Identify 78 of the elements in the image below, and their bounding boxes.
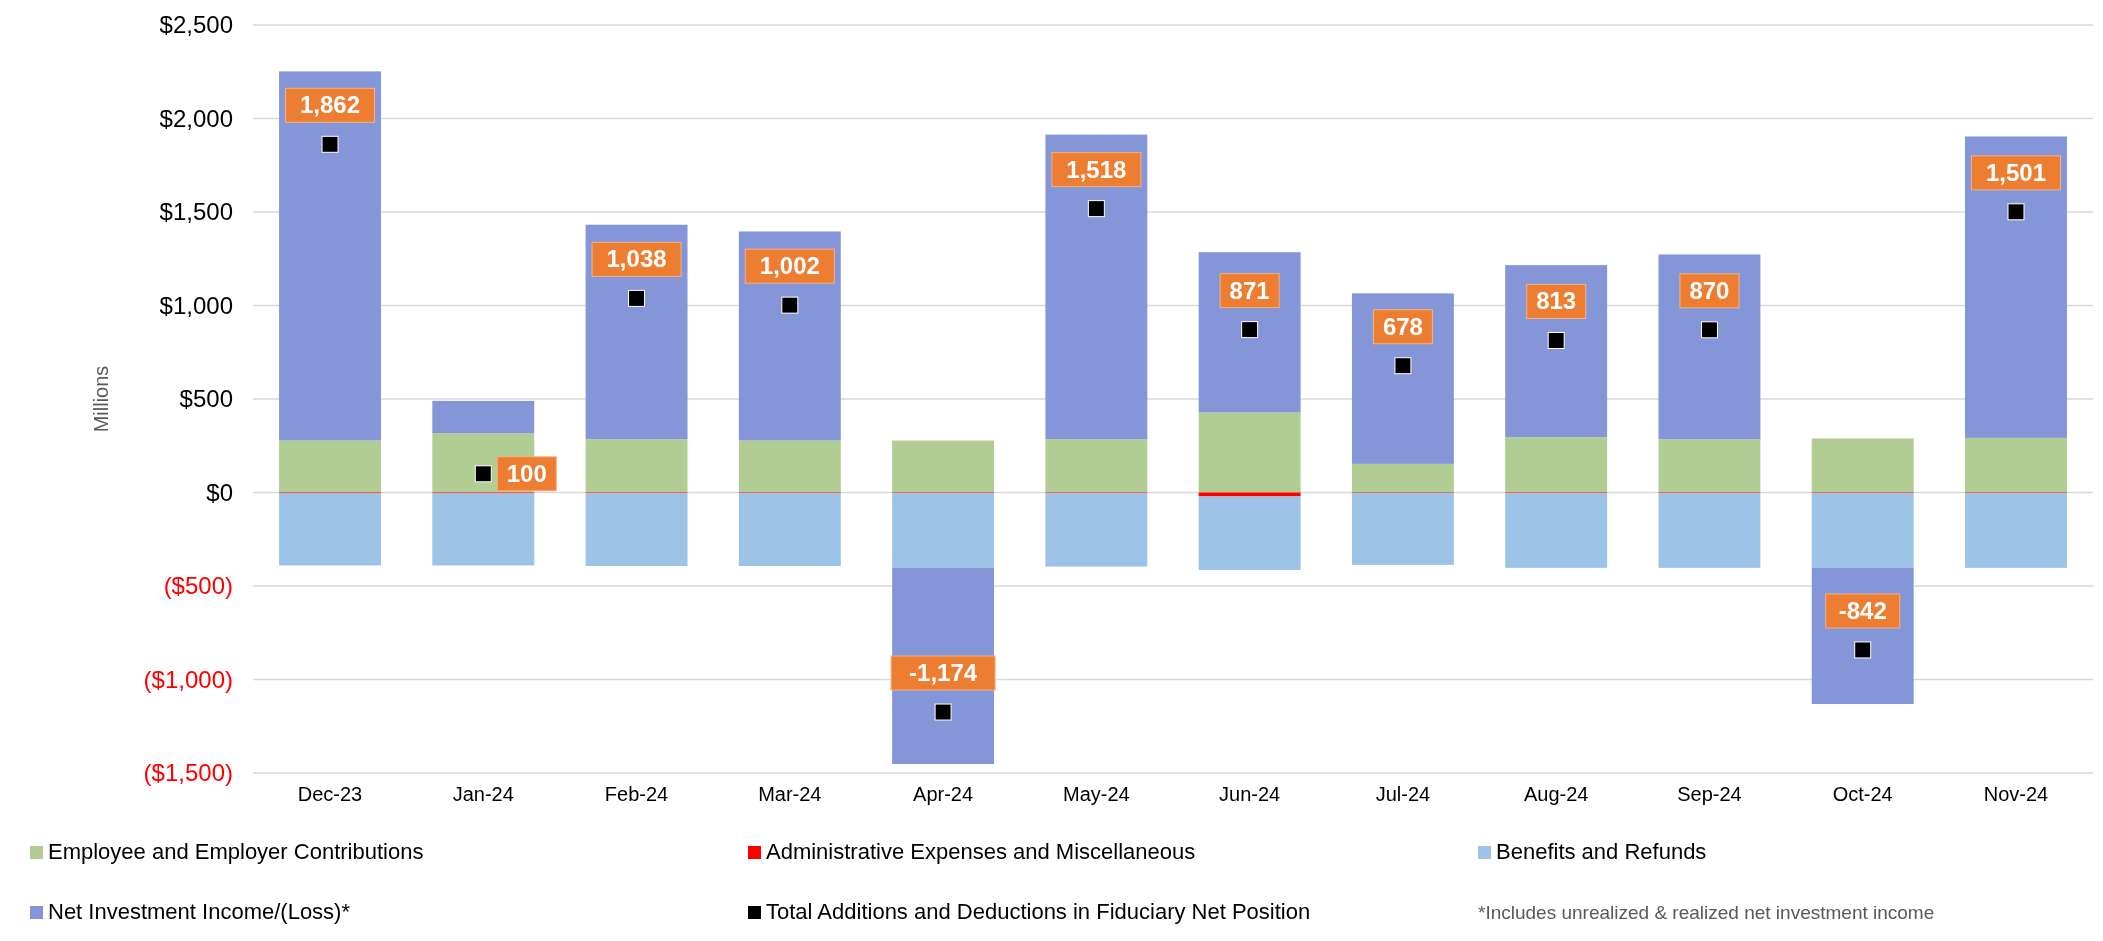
point <box>1547 331 1565 349</box>
bar <box>432 400 535 434</box>
x-tick-label: Sep-24 <box>1677 783 1742 805</box>
data-label: 813 <box>1536 287 1577 315</box>
y-tick-label: ($500) <box>163 572 233 600</box>
point <box>1854 641 1872 659</box>
x-tick-label: Oct-24 <box>1832 783 1893 805</box>
y-tick-label: $2,000 <box>159 104 233 132</box>
bar <box>432 493 535 566</box>
y-axis-title: Millions <box>90 365 112 433</box>
bar <box>279 71 381 441</box>
x-tick-label: Jun-24 <box>1219 783 1281 805</box>
bar <box>1198 496 1301 570</box>
bar <box>585 493 688 566</box>
bar <box>585 439 688 493</box>
bar <box>1811 438 1914 493</box>
y-tick-label: ($1,500) <box>143 759 233 787</box>
data-label: 1,862 <box>299 91 361 119</box>
data-label: 870 <box>1689 276 1730 304</box>
x-tick-label: Nov-24 <box>1983 783 2049 805</box>
point <box>1087 200 1105 218</box>
x-tick-label: Aug-24 <box>1523 783 1589 805</box>
data-label: 100 <box>506 459 547 487</box>
bar <box>1045 134 1148 440</box>
x-tick-label: Feb-24 <box>604 783 669 805</box>
point <box>321 135 339 153</box>
bar <box>1045 439 1148 493</box>
legend-label: Administrative Expenses and Miscellaneous <box>766 839 1196 864</box>
data-label: 871 <box>1229 276 1270 304</box>
x-tick-label: Mar-24 <box>758 783 822 805</box>
legend-label: Benefits and Refunds <box>1496 839 1707 864</box>
point <box>1241 321 1259 339</box>
bar <box>1658 439 1761 493</box>
y-tick-label: $500 <box>179 385 233 413</box>
bar <box>1198 412 1301 493</box>
legend-label: Employee and Employer Contributions <box>48 839 424 864</box>
bar <box>1351 492 1454 565</box>
legend-label: Total Additions and Deductions in Fiduciary Net Position <box>766 899 1311 924</box>
x-tick-label: Apr-24 <box>913 783 974 805</box>
text: *Includes unrealized & realized net investment income <box>1478 902 1935 923</box>
point <box>781 296 799 314</box>
point <box>474 465 492 483</box>
bar <box>1965 493 2067 568</box>
y-tick-label: $0 <box>206 478 233 506</box>
x-tick-label: Jul-24 <box>1375 783 1431 805</box>
bar <box>892 440 995 493</box>
bar <box>1658 493 1761 568</box>
point <box>934 703 952 721</box>
bar <box>279 493 381 566</box>
bar <box>738 493 841 566</box>
x-tick-label: Dec-23 <box>297 783 363 805</box>
legend-label: Net Investment Income/(Loss)* <box>48 899 351 924</box>
point <box>1700 321 1718 339</box>
data-label: -1,174 <box>909 659 978 687</box>
point <box>2007 203 2025 221</box>
data-label: 1,518 <box>1066 155 1127 183</box>
bar <box>1505 493 1608 568</box>
point <box>1394 357 1412 375</box>
point <box>628 289 646 307</box>
data-label: 678 <box>1382 312 1423 340</box>
bar <box>279 440 381 493</box>
y-tick-label: $1,500 <box>159 198 233 226</box>
bar <box>1505 437 1608 493</box>
y-tick-label: $2,500 <box>159 11 233 39</box>
y-tick-label: ($1,000) <box>143 665 233 693</box>
bar <box>1811 493 1914 568</box>
data-label: 1,002 <box>759 252 820 280</box>
data-label: 1,038 <box>606 245 667 273</box>
bar <box>1351 463 1454 493</box>
y-tick-label: $1,000 <box>159 291 233 319</box>
bar <box>1045 493 1148 567</box>
x-tick-label: May-24 <box>1063 783 1130 805</box>
bar <box>738 440 841 493</box>
x-tick-label: Jan-24 <box>452 783 514 805</box>
bar <box>1965 437 2067 493</box>
data-label: 1,501 <box>1985 158 2047 186</box>
bar <box>892 493 995 568</box>
data-label: -842 <box>1838 596 1887 624</box>
